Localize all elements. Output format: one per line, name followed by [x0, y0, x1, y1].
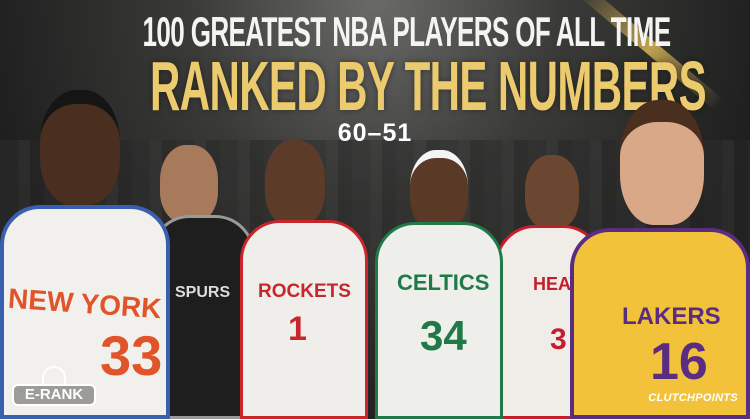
jersey — [375, 222, 503, 419]
player-head — [265, 140, 325, 226]
player-head — [410, 150, 468, 230]
player-head — [620, 100, 704, 225]
player-celtics: CELTICS 34 — [375, 150, 505, 419]
jersey-team-text: ROCKETS — [258, 281, 351, 302]
jersey — [240, 220, 368, 419]
subheadline: RANKED BY THE NUMBERS — [149, 47, 707, 125]
jersey-team-text: CELTICS — [397, 270, 490, 295]
player-head — [40, 90, 120, 205]
player-rockets: ROCKETS 1 — [240, 140, 370, 419]
jersey-number: 1 — [288, 310, 307, 348]
jersey-team-text: HEAT — [533, 274, 581, 294]
e-rank-label: E-RANK — [12, 384, 96, 406]
jersey-team-text: SPURS — [175, 284, 231, 301]
clutchpoints-logo: CLUTCHPOINTS — [648, 392, 738, 404]
player-head — [160, 145, 218, 223]
jersey-number: 33 — [100, 324, 163, 387]
jersey-number: 16 — [650, 333, 708, 391]
jersey-number: 3 — [550, 323, 567, 356]
jersey — [570, 228, 750, 419]
basketball-icon — [42, 366, 66, 384]
e-rank-logo: E-RANK — [12, 366, 98, 406]
jersey-team-text: LAKERS — [622, 303, 721, 330]
jersey-number: 34 — [420, 312, 467, 359]
player-head — [525, 155, 579, 229]
player-knicks: NEW YORK 33 — [0, 90, 210, 419]
rank-range: 60–51 — [337, 119, 413, 147]
headline: 100 GREATEST NBA PLAYERS OF ALL TIME — [142, 8, 672, 55]
jersey — [0, 205, 170, 419]
player-lakers: LAKERS 16 — [560, 100, 750, 419]
